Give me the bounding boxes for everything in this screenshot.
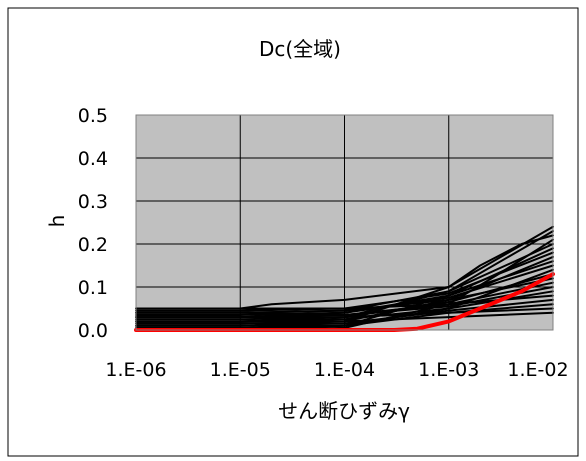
- x-tick-labels: 1.E-06 1.E-05 1.E-04 1.E-03 1.E-02: [105, 359, 568, 381]
- x-tick-label: 1.E-04: [314, 359, 375, 381]
- series-line: [135, 230, 554, 314]
- x-tick-label: 1.E-05: [210, 359, 271, 381]
- series-line: [135, 264, 554, 316]
- series-line: [135, 273, 554, 321]
- y-tick-label: 0.4: [78, 148, 108, 170]
- x-axis-label: せん断ひずみγ: [278, 399, 410, 423]
- x-tick-label: 1.E-03: [418, 359, 479, 381]
- chart-title: Dc(全域): [259, 37, 341, 61]
- series-line: [135, 290, 554, 323]
- y-tick-label: 0.3: [78, 191, 108, 213]
- x-tick-label: 1.E-02: [507, 359, 568, 381]
- y-tick-label: 0.0: [78, 320, 108, 342]
- series-line: [135, 281, 554, 319]
- y-tick-label: 0.5: [78, 105, 108, 127]
- series-line: [135, 255, 554, 325]
- y-axis-label: h: [45, 215, 69, 228]
- y-tick-label: 0.1: [78, 277, 108, 299]
- y-tick-labels: 0.0 0.1 0.2 0.3 0.4 0.5: [78, 105, 108, 342]
- series-line: [135, 234, 554, 310]
- x-tick-label: 1.E-06: [105, 359, 166, 381]
- y-tick-label: 0.2: [78, 234, 108, 256]
- plot-border: [135, 114, 554, 331]
